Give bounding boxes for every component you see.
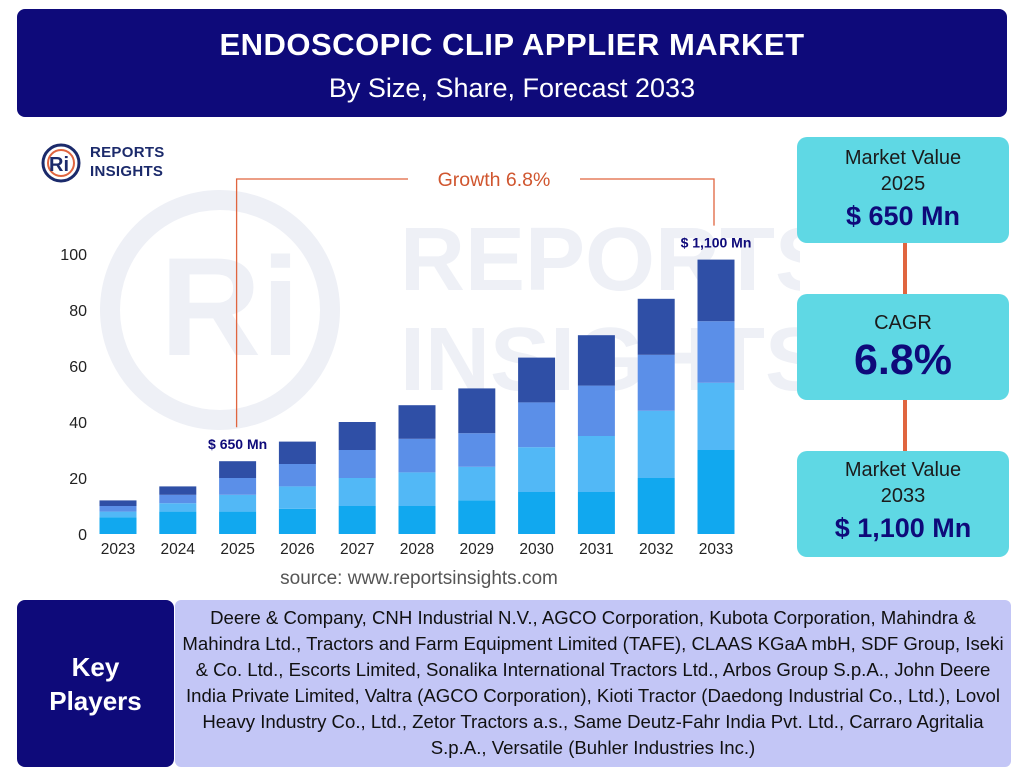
bar-segment [518,447,556,492]
bar-segment [338,422,376,450]
logo-icon: Ri [41,143,81,183]
page-subtitle: By Size, Share, Forecast 2033 [328,73,696,103]
bar-segment [518,357,556,403]
cagr-card: CAGR 6.8% [797,294,1009,400]
market-value-2033-card: Market Value 2033 $ 1,100 Mn [797,451,1009,557]
bar-segment [458,388,496,434]
market-value-2033-label: Market Value 2033 [844,459,962,507]
bar-segment [458,500,496,534]
logo-text-reports: REPORTS [90,144,165,161]
bar-segment [398,405,436,439]
bar-segment [278,464,316,487]
x-tick-label: 2033 [699,541,733,558]
y-tick-label: 80 [69,303,87,320]
bar-segment [398,472,436,506]
bar-segment [159,494,197,504]
bar-segment [278,486,316,509]
bar-segment [637,410,675,478]
bar-segment [697,450,735,534]
end-value-label: $ 1,100 Mn [681,235,752,251]
bar-segment [697,382,735,450]
bar-segment [577,436,615,492]
market-value-2025-value: $ 650 Mn [845,201,961,231]
connector-line-bottom [903,400,907,451]
bar-segment [99,500,137,506]
y-tick-label: 0 [78,527,87,544]
key-players-heading: Key Players [17,600,174,767]
bar-segment [219,461,257,478]
bar-segment [697,321,735,383]
key-players-list: Deere & Company, CNH Industrial N.V., AG… [175,600,1011,767]
bar-segment [577,492,615,534]
bar-segment [637,298,675,355]
bar-segment [458,466,496,501]
growth-bracket-left [235,178,408,428]
source-credit: source: www.reportsinsights.com [280,568,558,589]
x-tick-label: 2024 [161,541,196,558]
bar-segment [219,511,257,534]
bar-segment [338,450,376,478]
bar-segment [398,438,436,473]
start-value-label: $ 650 Mn [208,436,267,452]
brand-logo: Ri REPORTS INSIGHTS [40,142,190,184]
x-tick-label: 2026 [280,541,314,558]
bar-segment [159,486,197,495]
bar-segment [99,506,137,512]
x-tick-label: 2029 [460,541,494,558]
x-tick-label: 2031 [579,541,613,558]
connector-line-top [903,243,907,294]
bar-segment [219,494,257,512]
bar-segment [338,478,376,506]
market-value-2033-value: $ 1,100 Mn [834,513,972,543]
y-tick-label: 60 [69,359,87,376]
x-tick-label: 2023 [101,541,135,558]
bar-segment [159,511,197,534]
logo-text-insights: INSIGHTS [90,163,164,180]
bar-segment [398,506,436,534]
y-tick-label: 40 [69,415,87,432]
page-title: ENDOSCOPIC CLIP APPLIER MARKET [219,27,805,62]
bar-segment [99,511,137,518]
bar-segment [577,335,615,386]
header-banner: ENDOSCOPIC CLIP APPLIER MARKET By Size, … [17,9,1007,117]
bar-segment [278,508,316,534]
market-value-2025-label: Market Value 2025 [844,147,962,195]
x-tick-label: 2025 [220,541,254,558]
growth-bracket-right [580,178,715,226]
logo-mark: Ri [49,154,69,176]
x-tick-label: 2032 [639,541,673,558]
bar-segment [338,506,376,534]
bar-segment [577,385,615,436]
bar-segment [99,517,137,534]
bar-segment [159,503,197,512]
bar-segment [518,492,556,534]
x-tick-label: 2030 [519,541,554,558]
bar-segment [518,402,556,448]
y-tick-label: 100 [60,247,87,264]
growth-annotation: Growth 6.8% [438,169,551,191]
x-tick-label: 2027 [340,541,374,558]
cagr-label: CAGR [874,312,932,334]
bar-segment [219,478,257,495]
y-tick-label: 20 [69,471,87,488]
cagr-value: 6.8% [853,336,952,384]
bar-segment [637,354,675,411]
stacked-bar-chart: 0 20 40 60 80 100 2023 2024 2025 2026 2027 2028 2029… [60,169,752,558]
bar-segment [697,259,735,322]
bar-segment [278,441,316,464]
bar-segment [637,478,675,534]
bar-segment [458,433,496,467]
market-value-2025-card: Market Value 2025 $ 650 Mn [797,137,1009,243]
x-tick-label: 2028 [400,541,434,558]
